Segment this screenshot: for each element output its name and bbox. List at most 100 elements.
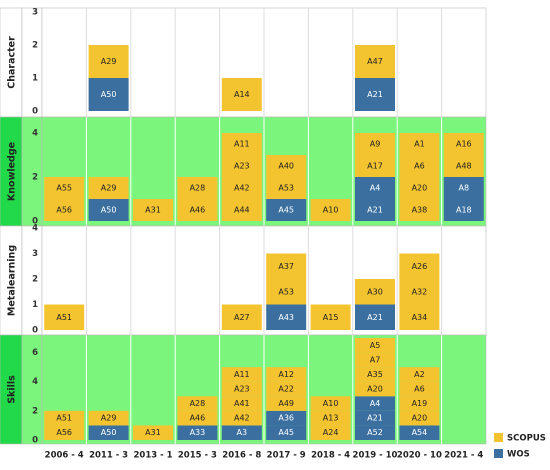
bar-segment-label: A19 [412, 399, 428, 408]
bar-segment-label: A55 [56, 184, 72, 193]
bar-segment-label: A23 [234, 162, 250, 171]
bar-segment-label: A46 [190, 414, 206, 423]
bar-segment-label: A30 [367, 287, 383, 296]
bar-segment [399, 410, 440, 426]
y-tick-label: 2 [32, 41, 38, 51]
bar-segment [266, 279, 307, 305]
bar-segment [266, 367, 307, 382]
bar-segment-label: A54 [412, 428, 428, 437]
bar-segment [399, 199, 440, 221]
bar-segment-label: A6 [414, 385, 425, 394]
y-tick-label: 4 [32, 224, 38, 234]
bar-segment-label: A37 [278, 262, 294, 271]
bar-segment-label: A45 [278, 206, 294, 215]
bar-segment [133, 199, 173, 221]
bar-segment-label: A28 [190, 184, 206, 193]
bar-segment [399, 133, 440, 155]
bar-segment-label: A42 [234, 184, 250, 193]
bar-segment [443, 133, 484, 155]
y-tick-label: 3 [32, 8, 38, 18]
bar-segment-label: A32 [412, 287, 428, 296]
bar-segment-label: A3 [237, 428, 248, 437]
bar-segment [221, 410, 262, 426]
y-tick-label: 4 [32, 129, 38, 139]
legend-swatch [494, 433, 503, 442]
bar-segment [443, 155, 484, 177]
bar-segment-label: A20 [367, 385, 383, 394]
bar-segment-label: A47 [367, 57, 383, 66]
bar-segment-label: A11 [234, 370, 250, 379]
bar-segment [266, 177, 307, 199]
bar-segment-label: A28 [190, 399, 206, 408]
x-tick-label: 2011 - 3 [89, 451, 128, 461]
bar-segment-label: A13 [323, 414, 339, 423]
panel-label: Character [7, 36, 18, 89]
y-tick-label: 3 [32, 249, 38, 259]
bar-segment [88, 425, 129, 440]
bar-segment-label: A23 [234, 385, 250, 394]
bar-segment [266, 425, 307, 440]
bar-segment-label: A21 [367, 206, 383, 215]
bar-segment-label: A33 [190, 428, 206, 437]
bar-segment-label: A34 [412, 313, 428, 322]
bar-segment-label: A27 [234, 313, 250, 322]
bar-segment-label: A43 [278, 313, 294, 322]
bar-segment-label: A24 [323, 428, 339, 437]
y-tick-label: 2 [32, 173, 38, 183]
bar-segment [355, 45, 395, 78]
bar-segment-label: A31 [145, 428, 161, 437]
bar-segment [221, 78, 262, 111]
bar-segment [44, 304, 85, 330]
bar-segment-label: A16 [456, 140, 472, 149]
bar-segment [221, 177, 262, 199]
bar-segment [355, 352, 395, 368]
bar-segment-label: A50 [101, 90, 117, 99]
x-tick-label: 2006 - 4 [45, 451, 84, 461]
bar-segment-label: A26 [412, 262, 428, 271]
x-tick-label: 2018 - 4 [311, 451, 350, 461]
bar-segment [310, 396, 351, 411]
bar-segment [177, 396, 218, 411]
x-tick-label: 2019 - 10 [353, 451, 398, 461]
bar-segment [443, 177, 484, 199]
bar-segment-label: A51 [56, 414, 72, 423]
x-tick-label: 2015 - 3 [178, 451, 217, 461]
bar-segment [355, 367, 395, 382]
bar-segment-label: A12 [278, 370, 294, 379]
bar-segment-label: A42 [234, 414, 250, 423]
bar-segment [177, 425, 218, 440]
y-tick-label: 0 [32, 107, 38, 117]
bar-segment-label: A49 [278, 399, 294, 408]
panel-label: Skills [7, 375, 18, 404]
bar-segment-label: A56 [56, 428, 72, 437]
bar-segment [355, 338, 395, 353]
bar-segment [221, 425, 262, 440]
panel-label: Knowledge [7, 142, 18, 201]
bar-segment [177, 199, 218, 221]
bar-segment-label: A52 [367, 428, 383, 437]
bar-segment-label: A1 [414, 140, 425, 149]
bar-segment-label: A51 [56, 313, 72, 322]
bar-segment [221, 155, 262, 177]
bar-segment [266, 381, 307, 397]
bar-segment-label: A29 [101, 57, 117, 66]
bar-segment [399, 381, 440, 397]
bar-segment-label: A40 [278, 162, 294, 171]
bar-segment [443, 199, 484, 221]
bar-segment [399, 253, 440, 279]
bar-segment-label: A46 [190, 206, 206, 215]
bar-segment [266, 304, 307, 330]
x-tick-label: 2016 - 8 [222, 451, 261, 461]
bar-segment-label: A53 [278, 287, 294, 296]
bar-segment [266, 396, 307, 411]
bar-segment-label: A10 [323, 206, 339, 215]
y-tick-label: 6 [32, 348, 38, 358]
bar-segment [399, 279, 440, 305]
y-tick-label: 2 [32, 275, 38, 285]
bar-segment [44, 199, 85, 221]
bar-segment-label: A18 [456, 206, 472, 215]
bar-segment-label: A10 [323, 399, 339, 408]
bar-segment-label: A22 [278, 385, 294, 394]
bar-segment-label: A35 [367, 370, 383, 379]
